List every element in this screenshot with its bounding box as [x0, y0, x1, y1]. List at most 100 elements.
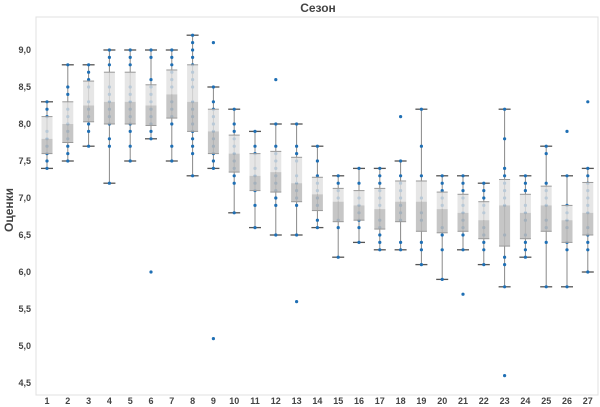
- data-point: [524, 189, 527, 192]
- x-tick-label: 12: [271, 396, 281, 406]
- x-tick-label: 24: [520, 396, 530, 406]
- data-point: [503, 374, 506, 377]
- box-lower: [499, 205, 510, 246]
- data-point: [233, 122, 236, 125]
- data-point: [378, 167, 381, 170]
- data-point: [524, 248, 527, 251]
- data-point: [129, 159, 132, 162]
- data-point: [420, 248, 423, 251]
- data-point: [524, 256, 527, 259]
- x-tick-label: 21: [458, 396, 468, 406]
- data-point: [87, 71, 90, 74]
- data-point: [461, 174, 464, 177]
- data-point: [503, 174, 506, 177]
- data-point: [316, 219, 319, 222]
- y-axis-label: Оценки: [2, 188, 16, 232]
- data-point: [108, 182, 111, 185]
- data-point: [295, 122, 298, 125]
- data-point: [108, 48, 111, 51]
- box-upper: [42, 117, 53, 139]
- data-point: [461, 233, 464, 236]
- y-tick-label: 6,5: [18, 230, 31, 240]
- box-upper: [208, 109, 219, 131]
- box-lower: [333, 202, 344, 222]
- box-lower: [125, 102, 136, 124]
- data-point: [108, 63, 111, 66]
- data-point: [586, 248, 589, 251]
- x-tick-label: 6: [148, 396, 153, 406]
- y-tick-label: 8,0: [18, 119, 31, 129]
- data-point: [87, 122, 90, 125]
- box-lower: [83, 106, 94, 122]
- data-point: [524, 182, 527, 185]
- data-point: [441, 174, 444, 177]
- box-upper: [291, 157, 302, 183]
- data-point: [337, 256, 340, 259]
- data-point: [129, 63, 132, 66]
- data-point: [441, 182, 444, 185]
- y-tick-label: 5,0: [18, 341, 31, 351]
- data-point: [420, 241, 423, 244]
- data-point: [503, 167, 506, 170]
- x-tick-label: 9: [211, 396, 216, 406]
- data-point: [295, 204, 298, 207]
- data-point: [565, 285, 568, 288]
- data-point: [45, 167, 48, 170]
- data-point: [66, 159, 69, 162]
- data-point: [524, 241, 527, 244]
- data-point: [129, 145, 132, 148]
- data-point: [357, 182, 360, 185]
- data-point: [565, 174, 568, 177]
- y-tick-label: 4,5: [18, 378, 31, 388]
- data-point: [337, 174, 340, 177]
- data-point: [170, 48, 173, 51]
- data-point: [441, 248, 444, 251]
- data-point: [233, 211, 236, 214]
- data-point: [586, 174, 589, 177]
- data-point: [129, 48, 132, 51]
- data-point: [545, 285, 548, 288]
- box-lower: [562, 220, 573, 242]
- box-lower: [437, 209, 448, 233]
- box-upper: [166, 70, 177, 94]
- x-tick-label: 23: [500, 396, 510, 406]
- x-tick-label: 16: [354, 396, 364, 406]
- data-point: [66, 63, 69, 66]
- data-point: [586, 100, 589, 103]
- data-point: [66, 93, 69, 96]
- data-point: [420, 145, 423, 148]
- data-point: [66, 152, 69, 155]
- data-point: [295, 233, 298, 236]
- data-point: [87, 130, 90, 133]
- box-upper: [229, 135, 240, 154]
- x-tick-label: 14: [312, 396, 322, 406]
- y-tick-label: 8,5: [18, 82, 31, 92]
- data-point: [191, 145, 194, 148]
- x-tick-label: 13: [292, 396, 302, 406]
- box-lower: [374, 209, 385, 229]
- data-point: [586, 241, 589, 244]
- data-point: [461, 182, 464, 185]
- x-tick-label: 2: [65, 396, 70, 406]
- data-point: [503, 285, 506, 288]
- box-lower: [582, 213, 593, 235]
- data-point: [399, 248, 402, 251]
- data-point: [149, 56, 152, 59]
- box-upper: [541, 186, 552, 205]
- data-point: [545, 152, 548, 155]
- data-point: [399, 115, 402, 118]
- box-lower: [62, 124, 73, 143]
- x-tick-label: 25: [541, 396, 551, 406]
- box-upper: [562, 205, 573, 220]
- x-tick-label: 15: [333, 396, 343, 406]
- box-lower: [520, 213, 531, 239]
- box-lower: [104, 102, 115, 124]
- data-point: [45, 100, 48, 103]
- y-tick-label: 9,0: [18, 45, 31, 55]
- box-upper: [582, 182, 593, 212]
- data-point: [191, 174, 194, 177]
- data-point: [191, 48, 194, 51]
- data-point: [274, 122, 277, 125]
- data-point: [191, 41, 194, 44]
- data-point: [461, 293, 464, 296]
